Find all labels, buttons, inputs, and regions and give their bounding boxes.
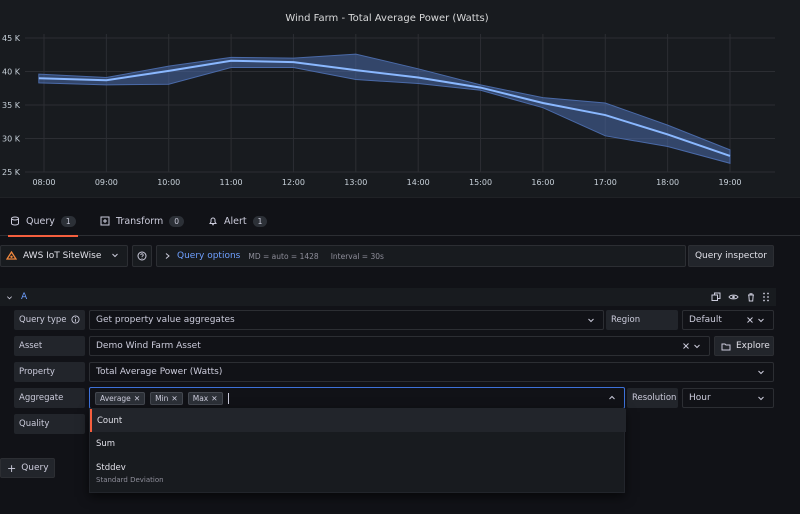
tab-query[interactable]: Query 1 [8,206,78,237]
aggregate-tag-min: Min ✕ [150,391,183,405]
help-button[interactable] [132,245,152,267]
option-sum[interactable]: Sum [96,438,116,449]
text-cursor [227,392,229,404]
query-type-label: Query type [14,310,85,330]
x-tick-label: 10:00 [157,178,180,187]
aggregate-label: Aggregate [14,388,85,408]
remove-tag-icon[interactable]: ✕ [133,393,141,403]
query-ref-id[interactable]: A [21,292,28,302]
aws-sitewise-icon [6,251,17,260]
tab-alert[interactable]: Alert 1 [208,206,268,236]
remove-tag-icon[interactable]: ✕ [171,393,178,403]
option-count[interactable]: Count [90,409,626,432]
asset-label: Asset [14,336,85,356]
bell-icon [209,217,217,226]
x-tick-label: 13:00 [344,178,367,187]
chart-grid [25,34,775,173]
clear-icon[interactable] [682,342,690,350]
chevron-down-icon [694,344,700,349]
x-tick-label: 09:00 [95,178,118,187]
query-row-header: A [0,288,776,306]
x-tick-label: 19:00 [718,178,741,187]
y-axis: 45 K 40 K 35 K 30 K 25 K [2,34,21,177]
option-stddev-description: Standard Deviation [96,476,164,484]
x-tick-label: 14:00 [407,178,430,187]
x-tick-label: 16:00 [531,178,554,187]
tab-alert-label: Alert [224,215,247,227]
x-tick-label: 08:00 [32,178,55,187]
tab-query-count: 1 [60,215,76,227]
chart-title: Wind Farm - Total Average Power (Watts) [285,13,488,24]
query-type-select[interactable]: Get property value aggregates [89,310,604,330]
query-options-interval: Interval = 30s [330,251,384,261]
duplicate-icon[interactable] [711,292,721,302]
graph-panel: Wind Farm - Total Average Power (Watts) … [0,0,800,198]
folder-open-icon [721,343,731,350]
clear-icon[interactable] [746,316,754,324]
option-stddev[interactable]: Stddev Standard Deviation [90,457,626,493]
tab-query-label: Query [26,215,55,227]
chevron-up-icon [609,395,615,400]
tab-alert-count: 1 [252,215,268,227]
x-axis: 08:00 09:00 10:00 11:00 12:00 13:00 14:00 15:00… [32,178,741,187]
aggregate-options-menu: Count Sum Stddev Standard Deviation [89,408,626,493]
trash-icon[interactable] [746,292,756,302]
datasource-select[interactable]: AWS IoT SiteWise [0,245,128,267]
transform-icon [100,216,110,226]
remove-tag-icon[interactable]: ✕ [211,393,218,403]
asset-select[interactable]: Demo Wind Farm Asset [89,336,710,356]
y-tick-label: 45 K [2,34,21,43]
eye-icon[interactable] [728,292,739,302]
region-label: Region [606,310,678,330]
min-max-band [38,53,731,164]
region-select[interactable]: Default [682,310,774,330]
plus-icon: + [7,461,17,475]
query-options-toggle[interactable]: Query options MD = auto = 1428 Interval … [156,245,686,267]
tab-transform-count: 0 [169,215,185,227]
x-tick-label: 17:00 [594,178,617,187]
y-tick-label: 40 K [2,68,21,77]
add-query-button[interactable]: + Query [0,458,55,478]
property-label: Property [14,362,85,382]
drag-handle-icon[interactable] [762,292,770,302]
quality-label: Quality [14,414,85,434]
x-tick-label: 15:00 [469,178,492,187]
chevron-right-icon [165,253,170,259]
query-options-md: MD = auto = 1428 [248,251,319,261]
explore-button[interactable]: Explore [714,336,774,356]
chevron-down-icon [112,253,118,258]
resolution-label: Resolution [627,388,678,408]
question-circle-icon [137,251,147,261]
y-tick-label: 30 K [2,135,21,144]
chevron-down-icon [758,318,764,323]
property-select[interactable]: Total Average Power (Watts) [89,362,774,382]
x-tick-label: 18:00 [656,178,679,187]
chevron-down-icon[interactable] [6,294,13,301]
query-options-label: Query options [177,251,241,261]
editor-tabs: Query 1 Transform 0 Alert 1 [0,206,800,237]
resolution-select[interactable]: Hour [682,388,774,408]
chevron-down-icon [588,318,594,323]
x-tick-label: 11:00 [220,178,243,187]
database-icon [11,216,19,226]
chart: Wind Farm - Total Average Power (Watts) … [2,13,775,187]
average-series-line [38,59,731,157]
y-tick-label: 35 K [2,101,21,110]
tab-transform-label: Transform [116,215,164,227]
tab-transform[interactable]: Transform 0 [100,206,185,236]
chevron-down-icon [758,370,764,375]
x-tick-label: 12:00 [282,178,305,187]
datasource-name: AWS IoT SiteWise [23,251,102,261]
y-tick-label: 25 K [2,168,21,177]
info-icon[interactable] [71,315,80,324]
aggregate-tag-max: Max ✕ [187,391,223,405]
aggregate-tag-average: Average ✕ [95,391,146,405]
aggregate-multiselect[interactable]: Average ✕ Min ✕ Max ✕ [89,387,625,409]
query-inspector-button[interactable]: Query inspector [688,245,774,267]
chevron-down-icon [758,396,764,401]
